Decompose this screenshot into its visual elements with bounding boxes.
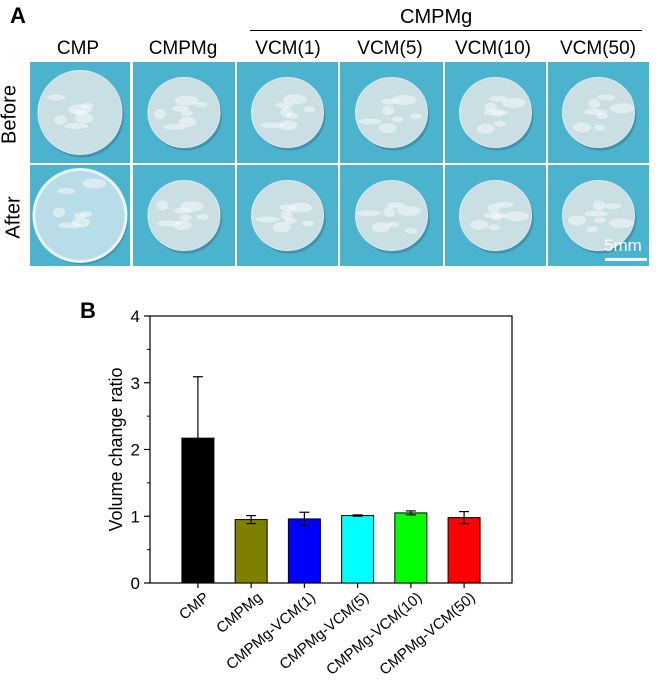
scale-bar-label: 5mm <box>604 236 642 255</box>
col-label-vcm50: VCM(50) <box>559 38 636 59</box>
x-tick-label: CMPMg-VCM(5) <box>276 589 372 673</box>
x-tick-label: CMPMg-VCM(10) <box>323 589 425 679</box>
row-label-after: After <box>2 196 25 239</box>
bar <box>287 518 321 584</box>
sample-photo <box>133 62 235 163</box>
hydrogel-disc <box>355 77 428 148</box>
sample-photo <box>548 62 649 163</box>
hydrogel-disc <box>251 180 324 251</box>
hydrogel-disc <box>459 180 532 251</box>
y-axis-label: Volume change ratio <box>106 367 126 531</box>
hydrogel-disc <box>32 168 128 263</box>
col-label-vcm10: VCM(10) <box>454 38 531 59</box>
col-label-vcm1: VCM(1) <box>255 38 321 59</box>
bar <box>341 515 375 584</box>
x-tick-label: CMPMg-VCM(50) <box>376 589 478 679</box>
hydrogel-disc <box>147 180 221 251</box>
hydrogel-disc <box>562 180 635 251</box>
bar <box>394 512 428 584</box>
col-label-cmpmg: CMPMg <box>148 38 218 59</box>
panel-b-letter: B <box>80 298 96 323</box>
sample-photo <box>445 165 546 266</box>
sample-photo <box>30 62 130 163</box>
y-tick-label: 0 <box>131 574 140 593</box>
scale-bar <box>605 258 647 261</box>
hydrogel-disc <box>251 77 324 148</box>
x-tick-label: CMP <box>176 589 212 623</box>
col-label-cmp: CMP <box>56 38 100 59</box>
y-tick-label: 4 <box>131 307 140 326</box>
sample-photo <box>340 165 443 266</box>
bar <box>234 519 268 584</box>
hydrogel-disc <box>147 77 221 148</box>
hydrogel-disc <box>459 77 532 148</box>
group-bracket-line <box>250 30 642 31</box>
sample-photo <box>237 62 338 163</box>
sample-photo <box>445 62 546 163</box>
sample-photo <box>133 165 235 266</box>
sample-photo <box>548 165 649 266</box>
group-label: CMPMg <box>400 6 473 28</box>
panel-a-letter: A <box>10 3 26 28</box>
col-label-vcm5: VCM(5) <box>357 38 423 59</box>
hydrogel-disc <box>37 70 123 155</box>
y-tick-label: 2 <box>131 441 140 460</box>
sample-photo <box>340 62 443 163</box>
row-label-before: Before <box>0 85 21 144</box>
bar <box>447 517 481 584</box>
x-tick-label: CMPMg-VCM(1) <box>223 589 319 673</box>
hydrogel-disc <box>355 180 428 251</box>
y-tick-label: 1 <box>131 507 140 526</box>
x-tick-label: CMPMg <box>213 589 265 637</box>
sample-photo <box>237 165 338 266</box>
y-tick-label: 3 <box>131 374 140 393</box>
sample-photo <box>30 165 130 266</box>
hydrogel-disc <box>562 77 635 148</box>
